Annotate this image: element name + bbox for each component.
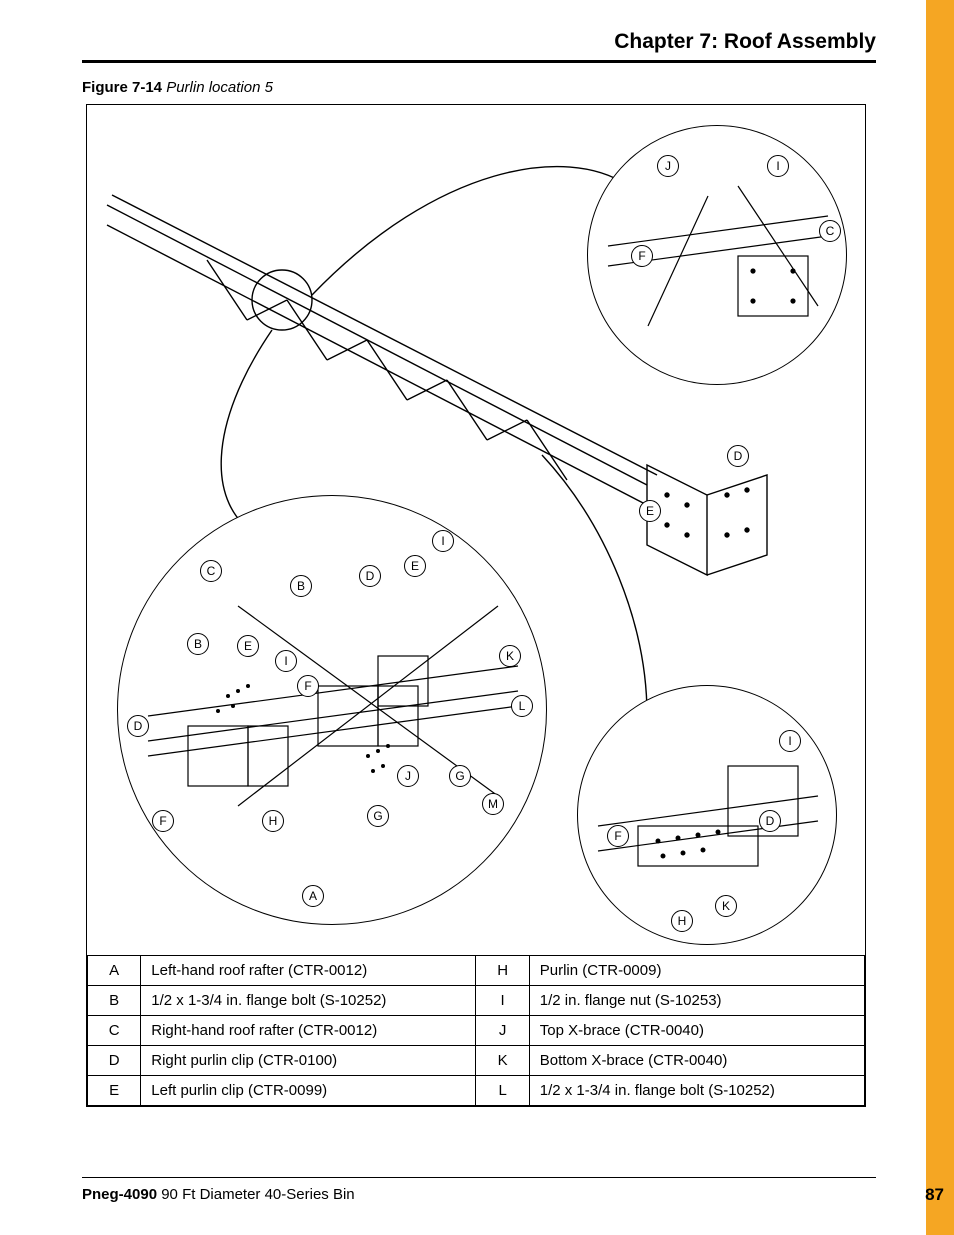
callout-i: I (779, 730, 801, 752)
page-content: Chapter 7: Roof Assembly Figure 7-14 Pur… (0, 0, 926, 1235)
part-key: A (88, 956, 141, 986)
page-number: 87 (925, 1185, 944, 1205)
callout-d: D (359, 565, 381, 587)
callout-f: F (297, 675, 319, 697)
technical-diagram: JICFDEIECDBBEIFKLDJGMFHGAIDFHK (87, 105, 865, 955)
detail-circle-bottom-right (577, 685, 837, 945)
callout-a: A (302, 885, 324, 907)
part-key: E (88, 1076, 141, 1106)
callout-e: E (237, 635, 259, 657)
header-rule (82, 60, 876, 63)
part-key: J (476, 1016, 529, 1046)
figure-box: JICFDEIECDBBEIFKLDJGMFHGAIDFHK ALeft-han… (86, 104, 866, 1107)
footer-text: Pneg-4090 90 Ft Diameter 40-Series Bin (82, 1186, 355, 1203)
part-key: I (476, 986, 529, 1016)
accent-side-bar (926, 0, 954, 1235)
callout-k: K (715, 895, 737, 917)
callout-h: H (671, 910, 693, 932)
part-desc: Bottom X-brace (CTR-0040) (529, 1046, 864, 1076)
part-desc: 1/2 x 1-3/4 in. flange bolt (S-10252) (529, 1076, 864, 1106)
callout-j: J (397, 765, 419, 787)
callout-c: C (819, 220, 841, 242)
footer-rule (82, 1177, 876, 1178)
callout-e: E (404, 555, 426, 577)
table-row: ALeft-hand roof rafter (CTR-0012)HPurlin… (88, 956, 865, 986)
part-desc: 1/2 in. flange nut (S-10253) (529, 986, 864, 1016)
part-key: L (476, 1076, 529, 1106)
callout-l: L (511, 695, 533, 717)
callout-g: G (367, 805, 389, 827)
chapter-title: Chapter 7: Roof Assembly (82, 30, 876, 54)
callout-h: H (262, 810, 284, 832)
part-desc: 1/2 x 1-3/4 in. flange bolt (S-10252) (141, 986, 476, 1016)
part-key: C (88, 1016, 141, 1046)
callout-b: B (290, 575, 312, 597)
table-row: ELeft purlin clip (CTR-0099)L1/2 x 1-3/4… (88, 1076, 865, 1106)
detail-circle-left (117, 495, 547, 925)
part-desc: Right purlin clip (CTR-0100) (141, 1046, 476, 1076)
page-footer: Pneg-4090 90 Ft Diameter 40-Series Bin 8… (82, 1177, 876, 1203)
part-desc: Left purlin clip (CTR-0099) (141, 1076, 476, 1106)
part-key: B (88, 986, 141, 1016)
callout-f: F (631, 245, 653, 267)
callout-j: J (657, 155, 679, 177)
detail-tr-svg (588, 126, 848, 386)
part-desc: Top X-brace (CTR-0040) (529, 1016, 864, 1046)
part-key: D (88, 1046, 141, 1076)
detail-left-svg (118, 496, 548, 926)
callout-i: I (767, 155, 789, 177)
detail-br-svg (578, 686, 838, 946)
callout-d: D (727, 445, 749, 467)
callout-g: G (449, 765, 471, 787)
part-key: H (476, 956, 529, 986)
part-desc: Left-hand roof rafter (CTR-0012) (141, 956, 476, 986)
callout-d: D (127, 715, 149, 737)
callout-c: C (200, 560, 222, 582)
callout-i: I (432, 530, 454, 552)
table-row: DRight purlin clip (CTR-0100)KBottom X-b… (88, 1046, 865, 1076)
table-row: B1/2 x 1-3/4 in. flange bolt (S-10252)I1… (88, 986, 865, 1016)
figure-caption: Figure 7-14 Purlin location 5 (82, 79, 876, 96)
callout-b: B (187, 633, 209, 655)
callout-e: E (639, 500, 661, 522)
parts-table: ALeft-hand roof rafter (CTR-0012)HPurlin… (87, 955, 865, 1106)
part-desc: Right-hand roof rafter (CTR-0012) (141, 1016, 476, 1046)
callout-f: F (607, 825, 629, 847)
figure-caption-text: Purlin location 5 (166, 79, 273, 96)
footer-doc: Pneg-4090 (82, 1186, 157, 1203)
figure-label: Figure 7-14 (82, 79, 162, 96)
callout-d: D (759, 810, 781, 832)
callout-k: K (499, 645, 521, 667)
callout-m: M (482, 793, 504, 815)
part-desc: Purlin (CTR-0009) (529, 956, 864, 986)
detail-circle-top-right (587, 125, 847, 385)
footer-title: 90 Ft Diameter 40-Series Bin (161, 1186, 354, 1203)
table-row: CRight-hand roof rafter (CTR-0012)JTop X… (88, 1016, 865, 1046)
callout-i: I (275, 650, 297, 672)
part-key: K (476, 1046, 529, 1076)
callout-f: F (152, 810, 174, 832)
